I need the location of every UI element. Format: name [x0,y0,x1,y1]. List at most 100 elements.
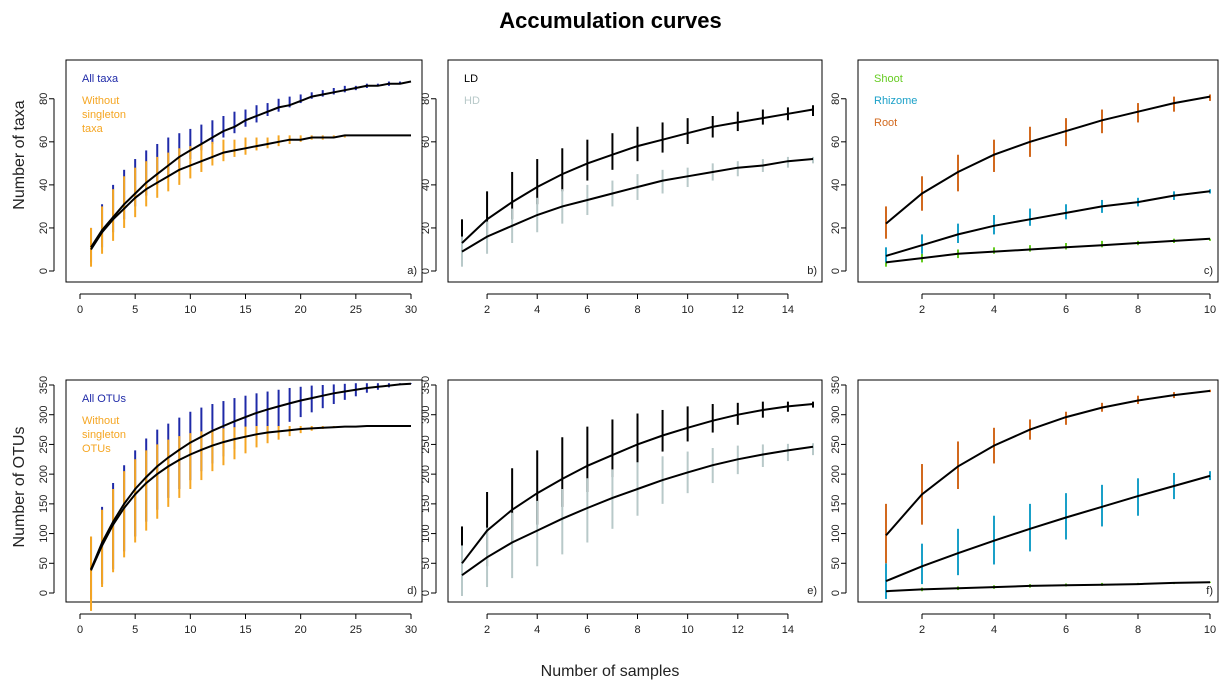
y-tick-label: 0 [830,590,842,596]
x-tick-label: 6 [584,304,590,316]
x-tick-label: 2 [484,304,490,316]
panel-e: 2 4 6 8 10 12 14 0 50 100 150 200 250 300 350 e) [420,376,823,636]
y-tick-label: 50 [830,557,842,569]
x-tick-label: 8 [1135,304,1141,316]
y-tick-label: 250 [830,435,842,453]
y-tick-label: 20 [38,222,50,234]
x-tick-label: 6 [1063,624,1069,636]
accumulation-curve [90,134,411,251]
y-tick-label: 300 [830,406,842,424]
y-tick-label: 0 [38,268,50,274]
accumulation-curve [885,581,1211,593]
panel-frame [447,379,823,603]
accumulation-curve [461,158,814,253]
x-tick-label: 10 [682,624,694,636]
x-tick-label: 4 [534,624,540,636]
x-tick-label: 5 [132,624,138,636]
x-tick-label: 20 [295,624,307,636]
legend-entry: Rhizome [874,95,917,107]
legend-entry: singleton [82,429,126,441]
y-tick-label: 350 [38,376,50,394]
legend-entry: Root [874,117,897,129]
panel-label: e) [807,585,817,597]
accumulation-curve [461,403,814,564]
x-tick-label: 30 [405,304,417,316]
accumulation-curve [885,389,1211,537]
legend-entry: Without [82,415,119,427]
x-tick-label: 8 [634,624,640,636]
accumulation-curve [461,108,814,244]
panel-frame [447,59,823,283]
y-tick-label: 300 [38,406,50,424]
x-tick-label: 2 [919,304,925,316]
panel-label: b) [807,265,817,277]
legend-entry: LD [464,73,478,85]
panel-a: 0 5 10 15 20 25 30 0 20 40 60 80 All taxa Without sing… [38,59,423,316]
legend-entry: singleton [82,109,126,121]
x-tick-label: 14 [782,624,794,636]
y-tick-label: 300 [420,406,432,424]
panel-b: 2 4 6 8 10 12 14 0 20 40 60 80 LD HD b) [420,59,823,316]
y-axis-title-taxa: Number of taxa [11,100,28,209]
y-tick-label: 80 [38,93,50,105]
y-tick-label: 150 [38,495,50,513]
x-tick-label: 10 [1204,624,1216,636]
x-tick-label: 8 [634,304,640,316]
y-tick-label: 350 [420,376,432,394]
y-tick-label: 0 [420,268,432,274]
x-axis-title: Number of samples [541,663,680,680]
x-tick-label: 15 [239,624,251,636]
y-tick-label: 0 [38,590,50,596]
y-tick-label: 200 [830,465,842,483]
y-tick-label: 40 [38,179,50,191]
y-tick-label: 200 [420,465,432,483]
x-tick-label: 12 [732,304,744,316]
y-tick-label: 20 [420,222,432,234]
accumulation-curve [90,425,411,571]
x-tick-label: 10 [682,304,694,316]
accumulation-curve [885,237,1211,264]
legend-entry: Without [82,95,119,107]
x-tick-label: 25 [350,304,362,316]
x-tick-label: 4 [991,304,997,316]
y-tick-label: 250 [38,435,50,453]
x-tick-label: 12 [732,624,744,636]
x-tick-label: 25 [350,624,362,636]
y-tick-label: 40 [830,179,842,191]
y-tick-label: 150 [420,495,432,513]
y-tick-label: 80 [830,93,842,105]
accumulation-curve [885,190,1211,257]
x-tick-label: 4 [991,624,997,636]
x-tick-label: 20 [295,304,307,316]
y-tick-label: 0 [830,268,842,274]
x-tick-label: 30 [405,624,417,636]
x-tick-label: 0 [77,304,83,316]
panel-label: d) [407,585,417,597]
x-tick-label: 6 [1063,304,1069,316]
y-tick-label: 200 [38,465,50,483]
y-tick-label: 50 [420,557,432,569]
y-tick-label: 40 [420,179,432,191]
panel-frame [857,59,1219,283]
accumulation-curve [885,95,1211,225]
y-tick-label: 250 [420,435,432,453]
x-tick-label: 8 [1135,624,1141,636]
panel-frame [65,379,423,603]
legend-entry: All OTUs [82,393,127,405]
x-tick-label: 0 [77,624,83,636]
accumulation-curve [90,80,412,248]
chart-title: Accumulation curves [499,8,722,33]
y-tick-label: 80 [420,93,432,105]
x-tick-label: 4 [534,304,540,316]
y-tick-label: 100 [420,524,432,542]
panel-frame [857,379,1219,603]
legend-entry: taxa [82,123,104,135]
y-tick-label: 50 [38,557,50,569]
y-tick-label: 150 [830,495,842,513]
x-tick-label: 6 [584,624,590,636]
y-tick-label: 60 [38,136,50,148]
